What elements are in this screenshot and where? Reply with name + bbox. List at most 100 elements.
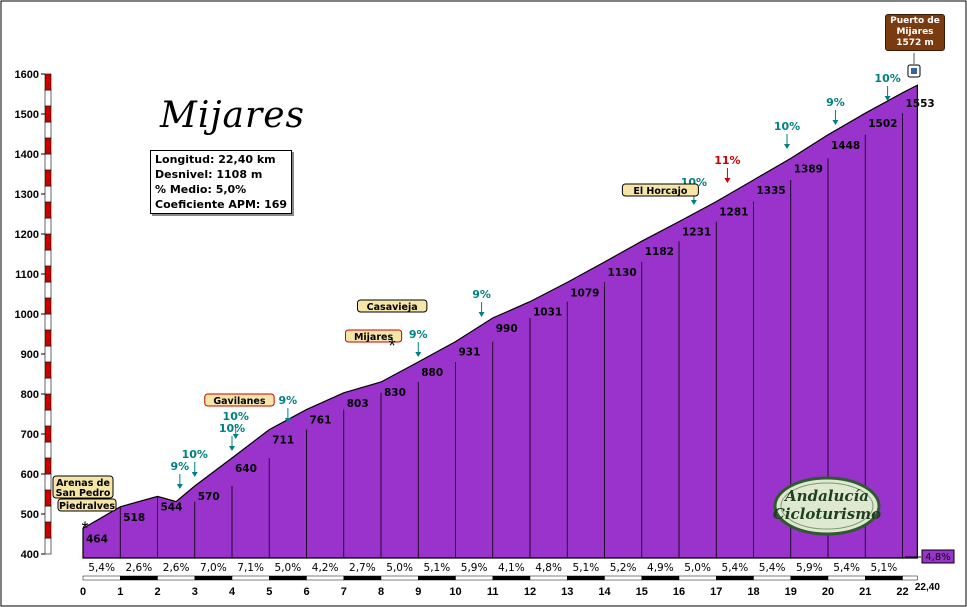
slope-grade-label: 9% [826,96,845,109]
place-name-line1: Arenas de [56,478,110,489]
x-tick-label: 21 [859,586,871,598]
andalucia-cicloturismo-logo: Andalucía Cicloturismo [773,476,881,536]
info-apm-coefficient: Coeficiente APM: 169 [155,198,288,211]
y-axis-stripe [44,457,52,475]
x-tick-label: 22 [896,586,908,598]
segment-grade-label: 5,0% [275,562,302,574]
y-axis-stripe [44,105,52,123]
baseline-stripe [604,575,642,581]
last-grade-box [921,549,955,564]
y-axis-stripe [44,281,52,299]
y-axis-stripe [44,233,52,251]
km-elevation-label: 1389 [794,163,823,175]
x-tick-label: 18 [747,586,759,598]
x-tick-label: 6 [303,586,309,598]
place-label: Piedralves [57,498,117,512]
place-label: Casavieja [356,299,428,313]
chart-title: Mijares [160,95,305,136]
x-tick-label: 9 [415,586,421,598]
y-axis-stripe [44,201,52,219]
y-axis-stripe [44,297,52,315]
baseline-stripe [343,575,382,581]
last-grade-text: 4,8% [925,552,950,563]
y-tick-label: 1200 [15,229,39,241]
x-tick-label: 19 [785,586,797,598]
segment-grade-label: 5,9% [461,562,488,574]
km-elevation-label: 518 [123,512,145,524]
slope-grade-label: 10% [219,422,245,435]
segment-grade-label: 5,0% [684,562,711,574]
y-tick-label: 800 [21,389,39,401]
slope-arrow-head [784,144,791,149]
segment-grade-label: 7,0% [200,562,227,574]
baseline-stripe [716,575,754,581]
y-tick-label: 1300 [15,189,39,201]
segment-grade-label: 4,1% [498,562,525,574]
x-tick-label: 20 [822,586,834,598]
y-axis-stripe [44,121,52,139]
x-tick-label: 14 [598,586,611,598]
y-axis-stripe [44,537,52,555]
km-elevation-label: 803 [347,398,369,410]
summit-sign: Puerto de Mijares 1572 m [885,14,945,51]
y-tick-label: 600 [21,469,39,481]
km-elevation-label: 464 [86,533,108,545]
baseline-stripe [120,575,158,581]
slope-grade-label: 9% [472,288,491,301]
km-elevation-label: 880 [421,367,443,379]
slope-arrow-head [176,484,183,489]
segment-grade-label: 5,1% [573,562,600,574]
baseline-stripe [82,575,121,581]
place-label: El Horcajo [621,183,699,197]
summit-icon [911,68,917,74]
info-length: Longitud: 22,40 km [155,153,276,166]
km-elevation-label: 711 [272,435,294,447]
slope-arrow-head [884,96,891,101]
baseline-stripe [269,575,307,581]
km-elevation-label: 1553 [906,98,935,110]
y-axis-stripe [44,329,52,347]
slope-arrow-head [724,178,731,183]
x-end-label: 22,40 [915,582,940,593]
segment-grade-label: 5,1% [424,562,451,574]
segment-grade-label: 5,4% [833,562,860,574]
y-tick-label: 900 [21,349,39,361]
info-elevation-gain: Desnivel: 1108 m [155,168,263,181]
baseline-stripe [678,575,717,581]
slope-arrow-head [832,120,839,125]
x-tick-label: 15 [636,586,648,598]
place-name-line1: Piedralves [59,501,115,512]
logo-line1: Andalucía [783,487,869,505]
y-tick-label: 1600 [15,69,39,81]
summit-name-line1: Puerto de [890,16,940,26]
place-name-line1: Gavilanes [213,396,266,407]
segment-grade-label: 5,0% [386,562,413,574]
y-tick-label: 700 [21,429,39,441]
y-axis-stripe [44,361,52,379]
place-name-line1: El Horcajo [633,186,688,197]
slope-grade-label: 11% [714,154,740,167]
y-axis-stripe [44,249,52,267]
baseline-stripe [455,575,493,581]
baseline-stripe [194,575,233,581]
x-tick-label: 11 [487,586,499,598]
elevation-profile-area [82,84,919,559]
slope-arrow-head [284,418,291,423]
segment-grade-label: 2,6% [126,562,153,574]
km-elevation-label: 1182 [645,246,674,258]
y-axis-stripe [44,409,52,427]
y-axis-stripe [44,185,52,203]
x-tick-label: 5 [266,586,272,598]
slope-grade-label: 9% [279,394,298,407]
y-tick-label: 1000 [15,309,39,321]
baseline-stripe [753,575,791,581]
logo-line2: Cicloturismo [773,505,881,523]
km-elevation-label: 761 [310,415,332,427]
place-box [356,299,428,313]
place-box [57,498,117,512]
y-axis-stripe [44,89,52,107]
slope-arrow-head [191,472,198,477]
y-axis-stripe [44,217,52,235]
segment-grade-label: 2,7% [349,562,376,574]
